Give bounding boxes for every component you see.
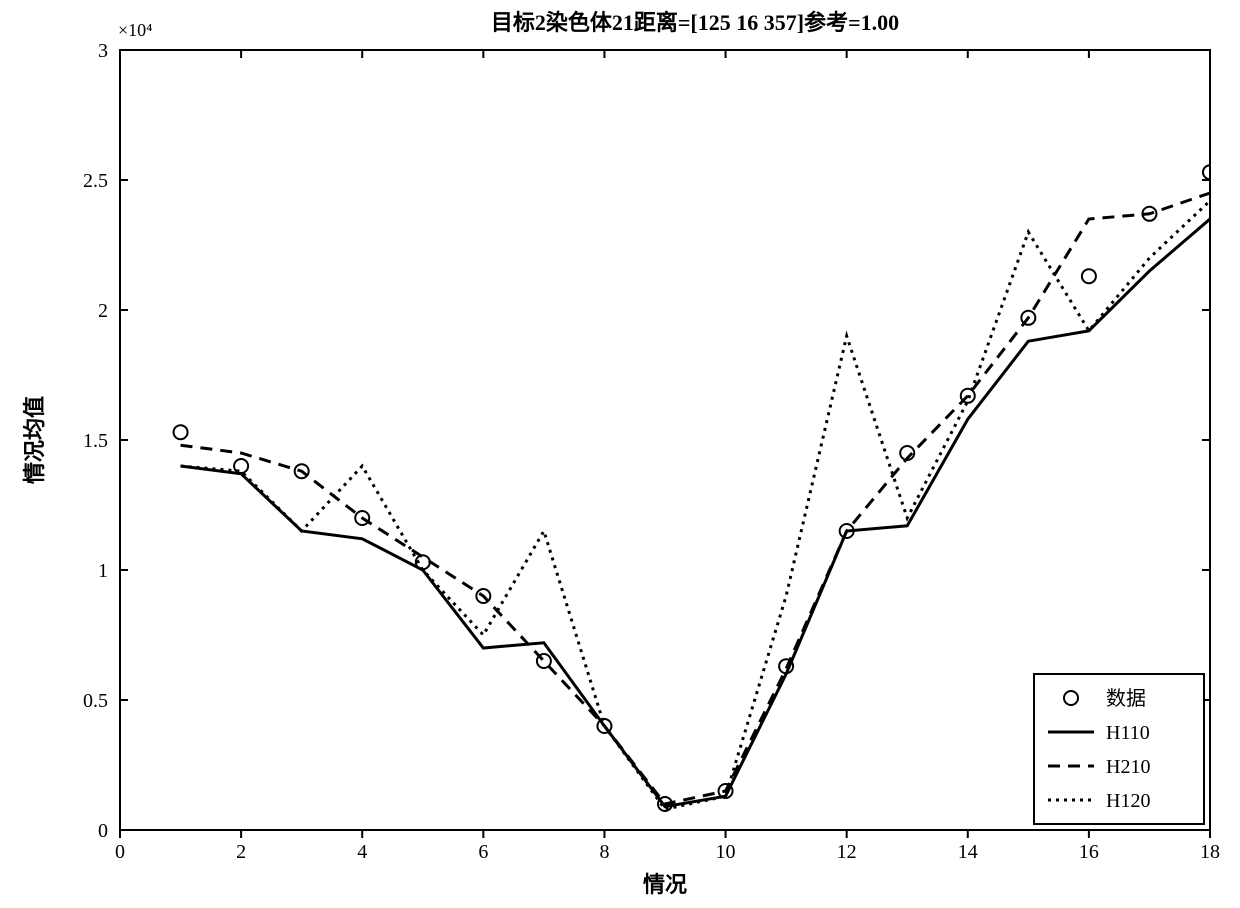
- svg-text:数据: 数据: [1106, 687, 1146, 710]
- svg-text:2: 2: [236, 841, 246, 863]
- chart-svg: 0 2 4 6 8 10 12 14 16 18 0 0.5 1 1.5 2 2.5 3 ×10⁴ 情况 情况均值 目标…: [0, 0, 1240, 908]
- legend: 数据 H110 H210 H120: [1034, 674, 1204, 824]
- svg-text:4: 4: [357, 841, 367, 863]
- svg-text:12: 12: [837, 841, 857, 863]
- svg-text:3: 3: [98, 40, 108, 62]
- svg-text:H210: H210: [1106, 756, 1150, 778]
- svg-text:0.5: 0.5: [83, 690, 108, 712]
- svg-text:1.5: 1.5: [83, 430, 108, 452]
- svg-text:0: 0: [98, 820, 108, 842]
- svg-text:情况: 情况: [643, 872, 687, 897]
- svg-text:0: 0: [115, 841, 125, 863]
- svg-text:2.5: 2.5: [83, 170, 108, 192]
- chart-container: 0 2 4 6 8 10 12 14 16 18 0 0.5 1 1.5 2 2.5 3 ×10⁴ 情况 情况均值 目标…: [0, 0, 1240, 908]
- svg-text:目标2染色体21距离=[125 16 357]参考=1.00: 目标2染色体21距离=[125 16 357]参考=1.00: [491, 10, 899, 35]
- svg-text:16: 16: [1079, 841, 1099, 863]
- svg-text:8: 8: [599, 841, 609, 863]
- svg-text:18: 18: [1200, 841, 1220, 863]
- svg-text:1: 1: [98, 560, 108, 582]
- svg-text:H120: H120: [1106, 790, 1150, 812]
- svg-text:×10⁴: ×10⁴: [118, 20, 152, 40]
- svg-text:10: 10: [716, 841, 736, 863]
- svg-text:6: 6: [478, 841, 488, 863]
- svg-text:14: 14: [958, 841, 978, 863]
- svg-text:情况均值: 情况均值: [22, 396, 47, 484]
- svg-text:H110: H110: [1106, 722, 1150, 744]
- svg-text:2: 2: [98, 300, 108, 322]
